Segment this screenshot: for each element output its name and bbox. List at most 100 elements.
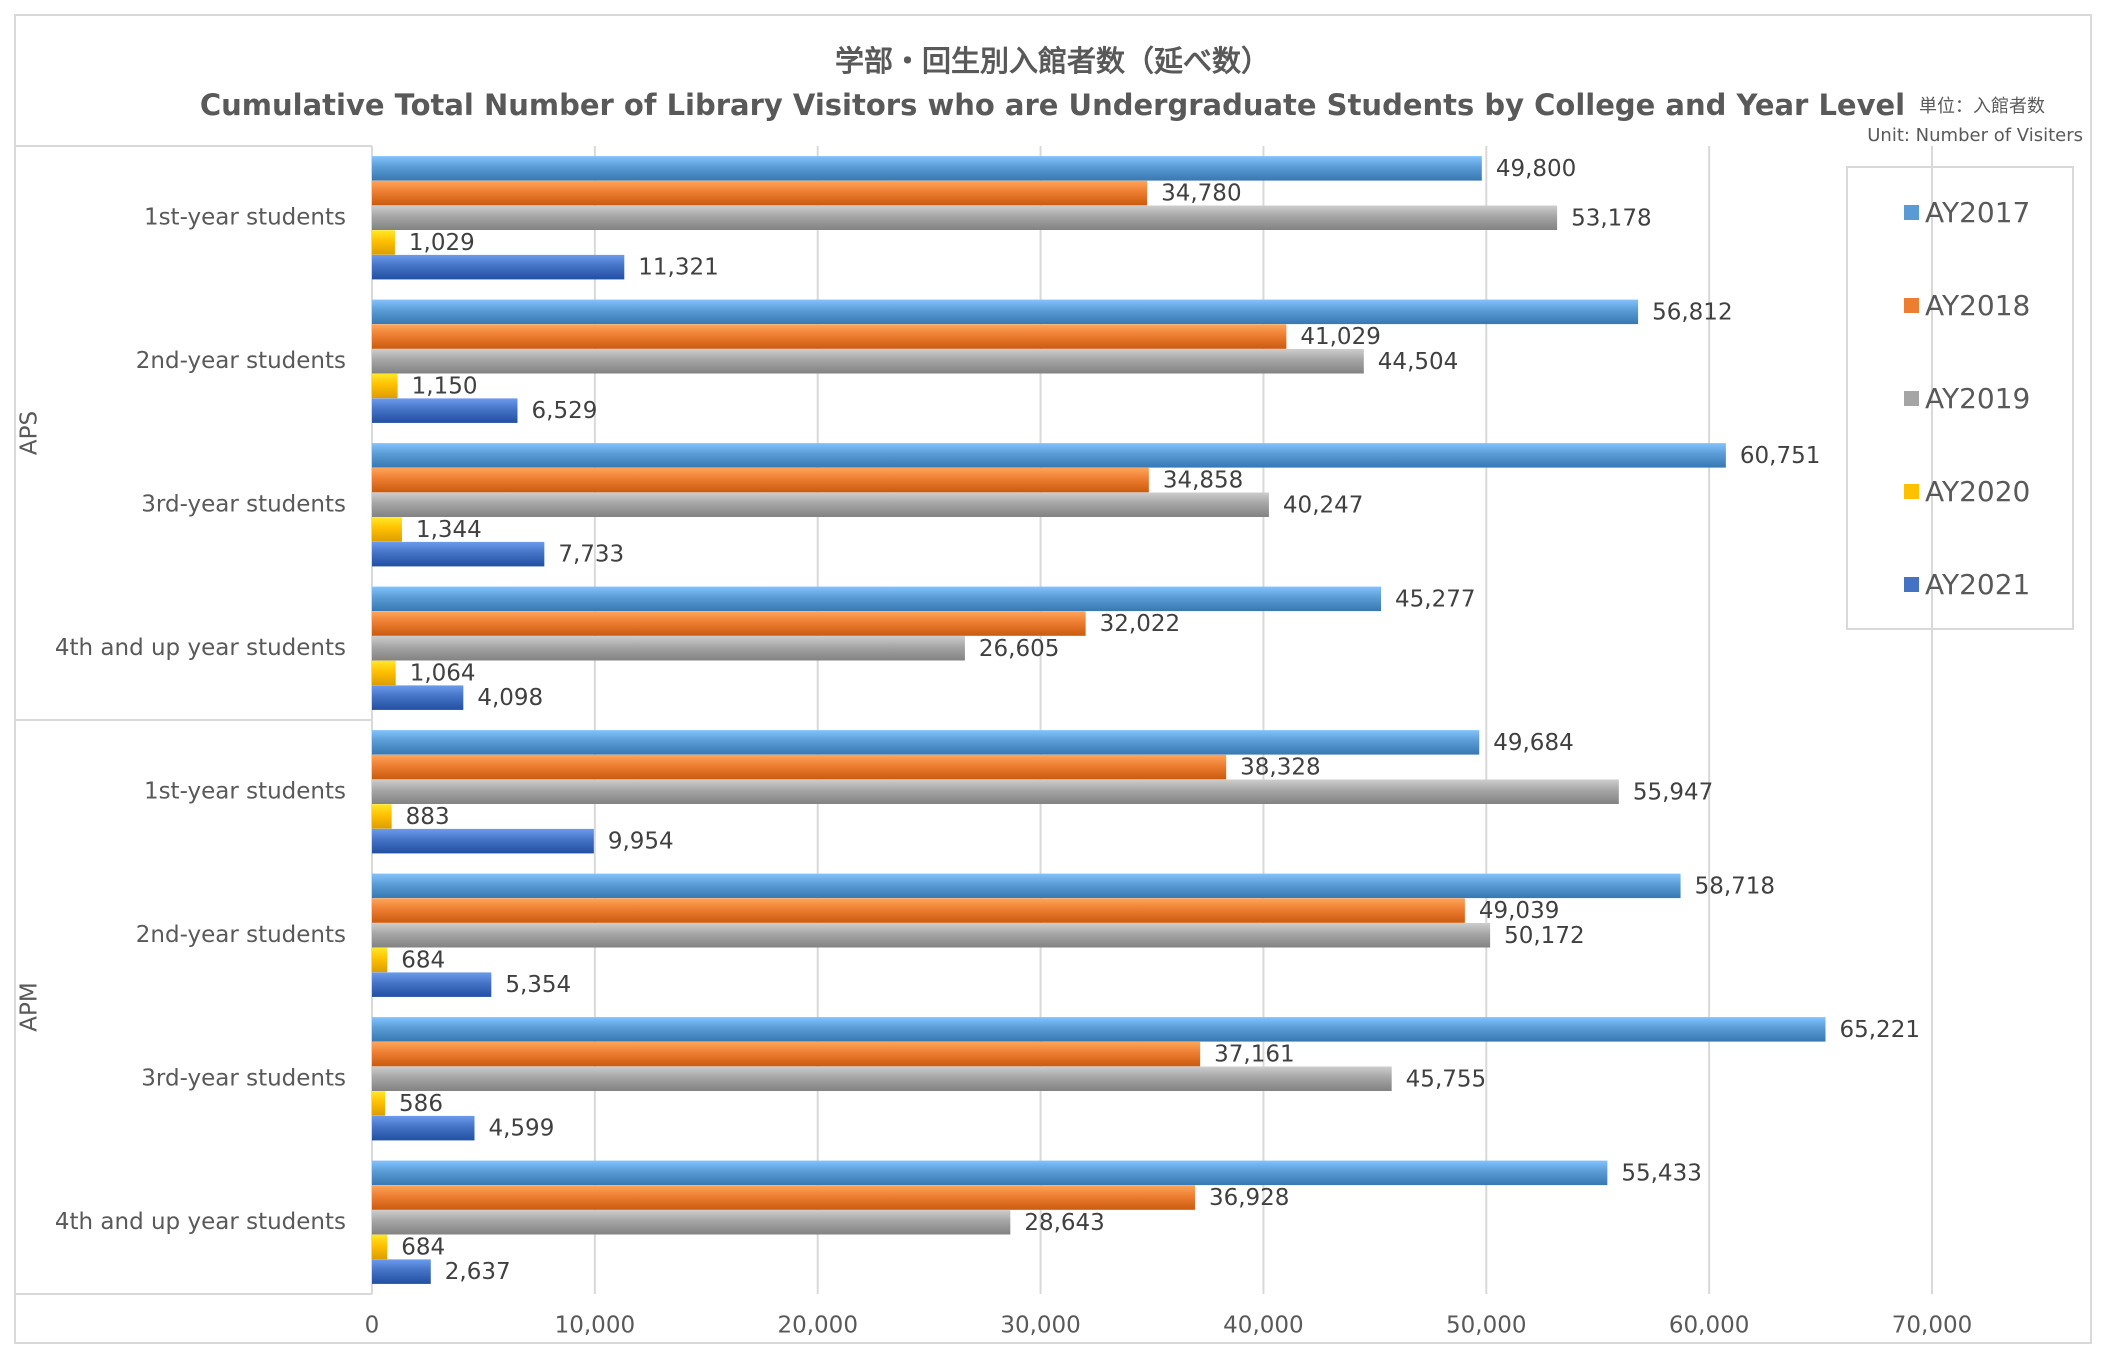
data-label: 2,637 (445, 1259, 511, 1285)
category-label: 1st-year students (144, 204, 346, 230)
data-label: 4,599 (488, 1116, 554, 1142)
legend-swatch (1904, 297, 1919, 313)
data-label: 45,277 (1395, 586, 1475, 612)
bar-ay2017 (372, 1017, 1826, 1042)
data-label: 55,947 (1633, 779, 1713, 805)
bar-ay2020 (372, 1234, 388, 1260)
bar-ay2018 (372, 1185, 1195, 1210)
legend-swatch (1904, 204, 1919, 220)
bar-ay2021 (372, 685, 464, 710)
data-label: 684 (401, 1234, 445, 1260)
data-label: 49,684 (1493, 730, 1573, 756)
data-label: 34,780 (1161, 181, 1241, 207)
bar-ay2020 (372, 1091, 386, 1116)
data-label: 37,161 (1214, 1042, 1294, 1068)
unit-label-en: Unit: Number of Visiters (1867, 125, 2083, 146)
legend-label: AY2020 (1925, 474, 2031, 508)
bar-ay2020 (372, 804, 392, 829)
data-label: 1,150 (412, 373, 478, 399)
legend: AY2017 AY2018 AY2019 AY2020 AY2021 (1846, 166, 2074, 630)
data-label: 58,718 (1695, 873, 1775, 899)
data-label: 50,172 (1504, 923, 1584, 949)
legend-item-ay2019: AY2019 (1904, 381, 2030, 415)
bar-ay2020 (372, 517, 402, 542)
legend-label: AY2021 (1925, 567, 2031, 601)
data-label: 4,098 (477, 685, 543, 711)
data-label: 56,812 (1652, 299, 1732, 325)
axis-labels: 1st-year students 2nd-year students 3rd-ye… (17, 204, 1973, 1338)
bar-ay2019 (372, 349, 1364, 374)
legend-item-ay2017: AY2017 (1904, 195, 2030, 229)
bar-ay2021 (372, 1115, 475, 1141)
group-label-apm: APM (17, 982, 43, 1031)
legend-label: AY2018 (1925, 288, 2031, 322)
category-label: 4th and up year students (55, 635, 346, 661)
data-labels: 49,800 34,780 53,178 1,029 11,321 56,812 41,02… (399, 156, 1920, 1285)
bar-ay2018 (372, 324, 1287, 349)
data-label: 11,321 (638, 255, 718, 281)
bar-ay2018 (372, 1041, 1201, 1067)
bar-ay2018 (372, 898, 1465, 923)
bars (372, 156, 1826, 1284)
bar-ay2018 (372, 611, 1086, 636)
data-label: 65,221 (1839, 1017, 1919, 1043)
data-label: 38,328 (1240, 755, 1320, 781)
legend-label: AY2017 (1925, 195, 2031, 229)
category-label: 2nd-year students (136, 922, 346, 948)
legend-swatch (1904, 483, 1919, 499)
x-tick-label: 40,000 (1223, 1313, 1303, 1339)
bar-ay2018 (372, 180, 1148, 206)
bar-ay2019 (372, 492, 1269, 517)
legend-item-ay2018: AY2018 (1904, 288, 2030, 322)
x-tick-label: 0 (365, 1313, 380, 1339)
bar-ay2018 (372, 467, 1149, 493)
bar-ay2020 (372, 230, 395, 255)
legend-item-ay2020: AY2020 (1904, 474, 2030, 508)
data-label: 1,064 (410, 660, 476, 686)
data-label: 28,643 (1024, 1210, 1104, 1236)
bar-ay2017 (372, 1160, 1608, 1186)
data-label: 44,504 (1378, 349, 1458, 375)
bar-ay2021 (372, 1259, 431, 1284)
data-label: 1,029 (409, 230, 475, 256)
data-label: 6,529 (532, 398, 598, 424)
data-label: 45,755 (1406, 1066, 1486, 1092)
data-label: 49,039 (1479, 898, 1559, 924)
legend-swatch (1904, 576, 1919, 592)
x-tick-label: 50,000 (1446, 1313, 1526, 1339)
bar-ay2018 (372, 754, 1227, 780)
category-label: 1st-year students (144, 778, 346, 804)
bar-ay2019 (372, 779, 1619, 804)
bar-ay2021 (372, 541, 545, 567)
x-tick-label: 70,000 (1892, 1313, 1972, 1339)
data-label: 9,954 (608, 829, 674, 855)
x-tick-label: 30,000 (1000, 1313, 1080, 1339)
bar-ay2021 (372, 972, 492, 997)
category-axis-frame (14, 145, 373, 1295)
group-label-aps: APS (17, 411, 43, 455)
category-label: 3rd-year students (141, 1065, 346, 1091)
unit-label-ja: 単位：入館者数 (1919, 96, 2045, 117)
data-label: 26,605 (979, 636, 1059, 662)
bar-ay2017 (372, 443, 1726, 468)
x-tick-label: 20,000 (777, 1313, 857, 1339)
category-label: 4th and up year students (55, 1209, 346, 1235)
x-tick-label: 60,000 (1669, 1313, 1749, 1339)
bar-ay2021 (372, 398, 518, 423)
bar-ay2020 (372, 660, 396, 686)
data-label: 883 (406, 804, 450, 830)
legend-item-ay2021: AY2021 (1904, 567, 2030, 601)
legend-swatch (1904, 390, 1919, 406)
data-label: 55,433 (1621, 1160, 1701, 1186)
bar-ay2017 (372, 873, 1681, 899)
bar-ay2017 (372, 730, 1480, 755)
bar-ay2020 (372, 373, 398, 399)
data-label: 49,800 (1496, 156, 1576, 182)
chart-title-en: Cumulative Total Number of Library Visit… (199, 88, 1906, 122)
bar-ay2019 (372, 1066, 1392, 1091)
data-label: 40,247 (1283, 492, 1363, 518)
bar-ay2021 (372, 254, 625, 280)
data-label: 41,029 (1300, 324, 1380, 350)
data-label: 586 (399, 1091, 443, 1117)
